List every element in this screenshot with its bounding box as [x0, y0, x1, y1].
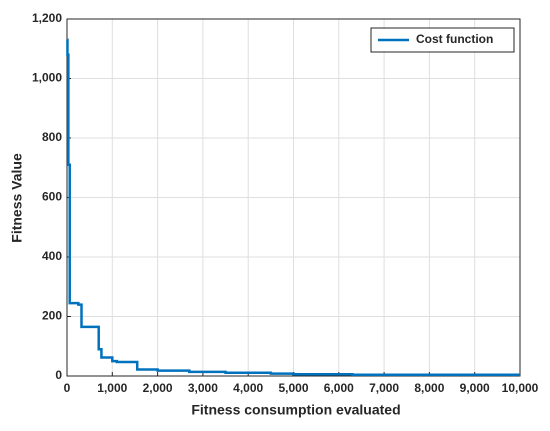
- x-tick-label: 3,000: [188, 381, 218, 395]
- y-tick-label: 200: [42, 309, 62, 323]
- x-tick-label: 8,000: [414, 381, 444, 395]
- y-tick-label: 800: [42, 130, 62, 144]
- y-tick-label: 0: [55, 368, 62, 382]
- y-tick-label: 1,200: [32, 11, 62, 25]
- legend-label: Cost function: [416, 32, 493, 46]
- x-tick-label: 0: [64, 381, 71, 395]
- x-tick-label: 9,000: [460, 381, 490, 395]
- y-tick-label: 600: [42, 190, 62, 204]
- y-tick-label: 1,000: [32, 71, 62, 85]
- line-series: [66, 38, 520, 377]
- x-tick-label: 4,000: [233, 381, 263, 395]
- x-tick-label: 1,000: [97, 381, 127, 395]
- x-axis-label: Fitness consumption evaluated: [191, 402, 400, 418]
- plot-frame: [66, 18, 521, 377]
- x-tick-label: 10,000: [502, 381, 539, 395]
- y-tick-label: 400: [42, 249, 62, 263]
- x-tick-label: 7,000: [369, 381, 399, 395]
- x-tick-label: 5,000: [278, 381, 308, 395]
- y-axis-label: Fitness Value: [9, 153, 25, 243]
- x-tick-label: 2,000: [143, 381, 173, 395]
- x-tick-label: 6,000: [324, 381, 354, 395]
